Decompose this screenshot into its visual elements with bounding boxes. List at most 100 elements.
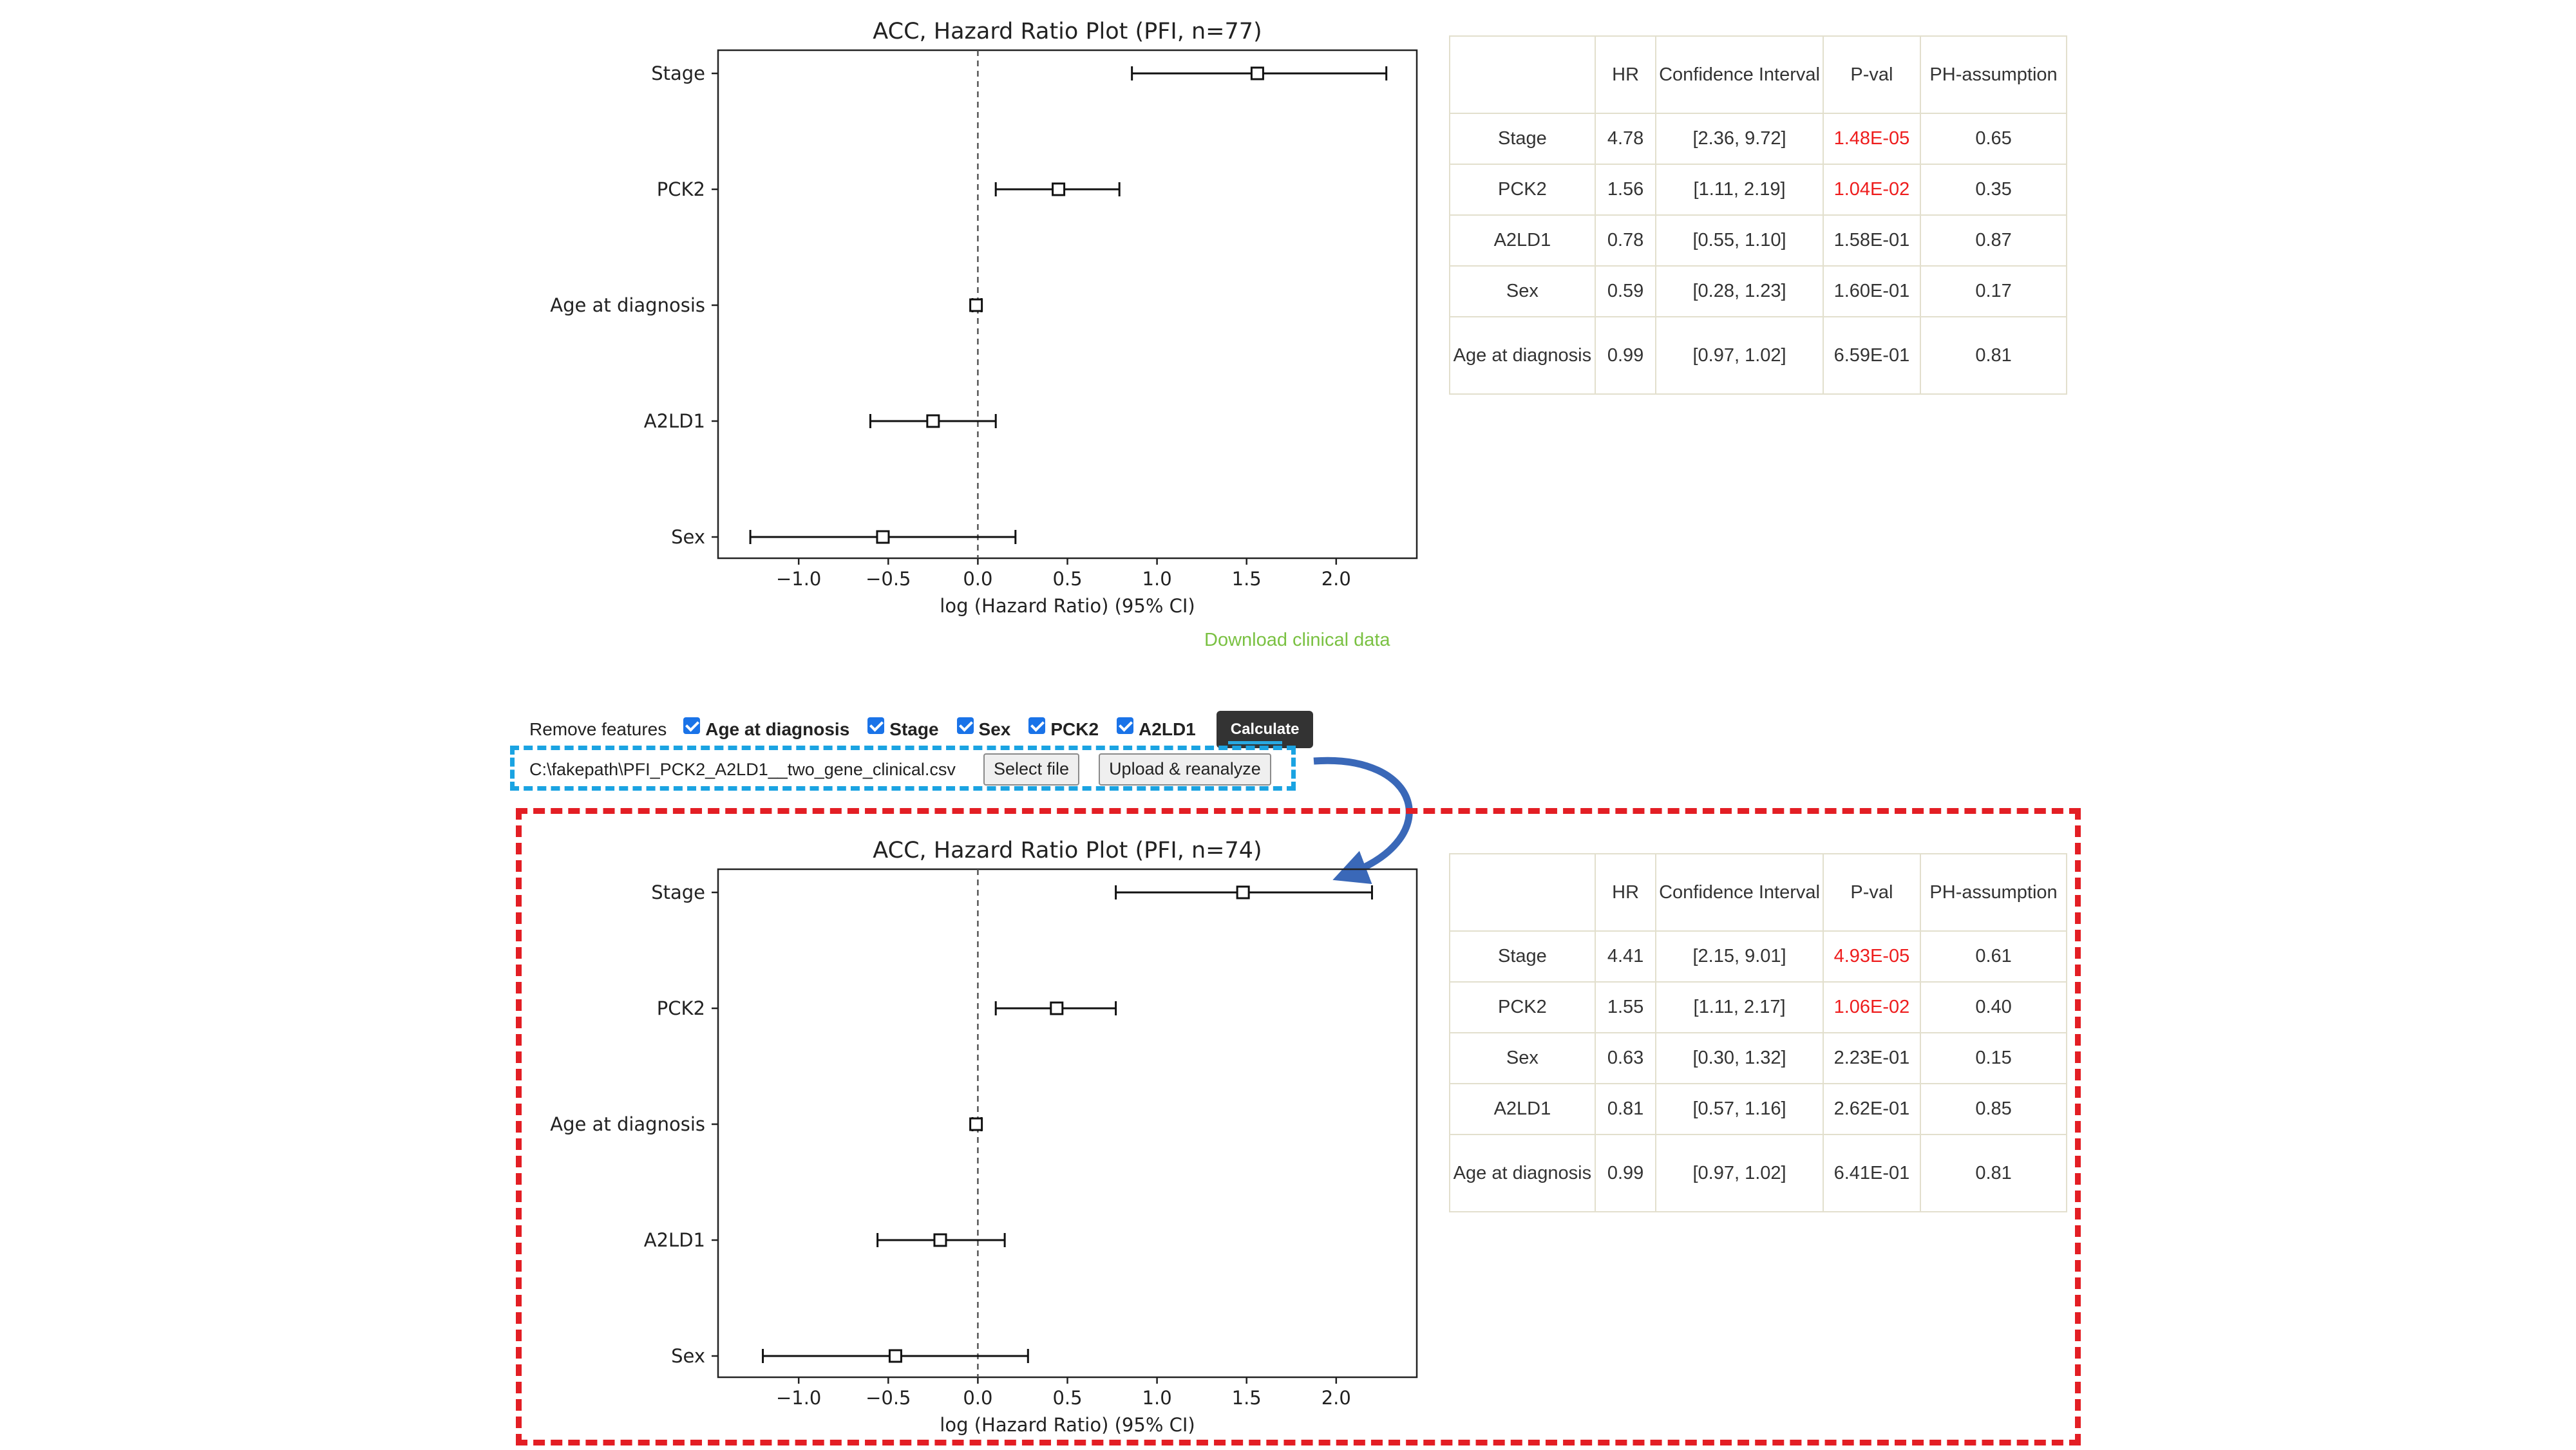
checkbox-checked-icon[interactable] xyxy=(683,717,701,734)
row-feature: Age at diagnosis xyxy=(1449,1134,1596,1212)
header-ci: Confidence Interval xyxy=(1655,35,1824,114)
point-marker xyxy=(969,1117,983,1131)
table-header-row: HR Confidence Interval P-val PH-assumpti… xyxy=(1449,35,2067,114)
feature-checkbox-age-at-diagnosis[interactable]: Age at diagnosis xyxy=(683,717,849,740)
x-tick-label: 2.0 xyxy=(1321,1387,1351,1409)
x-tick-label: −1.0 xyxy=(776,1387,821,1409)
row-ph: 0.87 xyxy=(1920,214,2067,267)
row-ph: 0.65 xyxy=(1920,113,2067,165)
header-feature xyxy=(1449,853,1596,932)
plot-title: ACC, Hazard Ratio Plot (PFI, n=77) xyxy=(873,19,1262,44)
row-hr: 0.99 xyxy=(1594,1134,1657,1212)
x-axis-title: log (Hazard Ratio) (95% CI) xyxy=(940,595,1195,617)
feature-controls: Remove features Age at diagnosis Stage S… xyxy=(529,711,1314,748)
y-tick-label: Age at diagnosis xyxy=(550,294,705,316)
row-feature: A2LD1 xyxy=(1449,214,1596,267)
row-pval: 2.62E-01 xyxy=(1822,1083,1922,1135)
feature-checkbox-pck2[interactable]: PCK2 xyxy=(1028,717,1099,740)
row-pval: 6.41E-01 xyxy=(1822,1134,1922,1212)
row-feature: Stage xyxy=(1449,930,1596,983)
table-row: Sex 0.59 [0.28, 1.23] 1.60E-01 0.17 xyxy=(1449,265,2067,317)
plot-frame xyxy=(717,868,1418,1379)
row-ci: [0.28, 1.23] xyxy=(1655,265,1824,317)
row-ci: [0.57, 1.16] xyxy=(1655,1083,1824,1135)
row-hr: 1.55 xyxy=(1594,981,1657,1033)
feature-checkbox-a2ld1[interactable]: A2LD1 xyxy=(1117,717,1196,740)
feature-checkbox-stage[interactable]: Stage xyxy=(867,717,939,740)
x-tick-label: 0.0 xyxy=(963,568,992,590)
row-ci: [0.55, 1.10] xyxy=(1655,214,1824,267)
point-marker xyxy=(926,414,940,428)
x-tick-label: 1.5 xyxy=(1232,1387,1262,1409)
point-marker xyxy=(1236,885,1250,899)
upload-row: C:\fakepath\PFI_PCK2_A2LD1__two_gene_cli… xyxy=(529,753,1271,786)
stats-table-top: HR Confidence Interval P-val PH-assumpti… xyxy=(1449,35,2067,395)
forest-plot-top: ACC, Hazard Ratio Plot (PFI, n=77) −1.0 −0… xyxy=(550,19,1418,617)
point-marker xyxy=(1052,182,1066,196)
row-ci: [0.30, 1.32] xyxy=(1655,1032,1824,1084)
header-hr: HR xyxy=(1594,35,1657,114)
header-hr: HR xyxy=(1594,853,1657,932)
row-hr: 4.41 xyxy=(1594,930,1657,983)
row-ph: 0.40 xyxy=(1920,981,2067,1033)
header-ci: Confidence Interval xyxy=(1655,853,1824,932)
table-row: PCK2 1.55 [1.11, 2.17] 1.06E-02 0.40 xyxy=(1449,981,2067,1033)
row-ci: [1.11, 2.19] xyxy=(1655,164,1824,216)
row-ph: 0.85 xyxy=(1920,1083,2067,1135)
header-pval: P-val xyxy=(1822,853,1922,932)
row-pval: 1.48E-05 xyxy=(1822,113,1922,165)
table-row: PCK2 1.56 [1.11, 2.19] 1.04E-02 0.35 xyxy=(1449,164,2067,216)
row-feature: Sex xyxy=(1449,1032,1596,1084)
table-header-row: HR Confidence Interval P-val PH-assumpti… xyxy=(1449,853,2067,932)
calculate-button[interactable]: Calculate xyxy=(1216,711,1314,748)
point-marker xyxy=(1250,66,1264,80)
x-tick-label: 2.0 xyxy=(1321,568,1351,590)
row-hr: 4.78 xyxy=(1594,113,1657,165)
point-marker xyxy=(1050,1001,1064,1015)
x-tick-label: −0.5 xyxy=(866,1387,911,1409)
row-ph: 0.81 xyxy=(1920,1134,2067,1212)
plot-frame xyxy=(717,49,1418,560)
row-feature: PCK2 xyxy=(1449,981,1596,1033)
x-tick-label: 0.5 xyxy=(1052,568,1082,590)
table-row: Sex 0.63 [0.30, 1.32] 2.23E-01 0.15 xyxy=(1449,1032,2067,1084)
row-feature: Stage xyxy=(1449,113,1596,165)
y-tick-label: A2LD1 xyxy=(644,1229,705,1251)
upload-highlight-box xyxy=(510,746,1296,791)
row-ph: 0.81 xyxy=(1920,316,2067,395)
row-hr: 0.78 xyxy=(1594,214,1657,267)
feature-label: A2LD1 xyxy=(1139,719,1196,739)
x-tick-label: −1.0 xyxy=(776,568,821,590)
feature-checkbox-sex[interactable]: Sex xyxy=(956,717,1011,740)
row-ph: 0.15 xyxy=(1920,1032,2067,1084)
point-marker xyxy=(933,1233,947,1247)
row-hr: 0.63 xyxy=(1594,1032,1657,1084)
row-pval: 2.23E-01 xyxy=(1822,1032,1922,1084)
header-pval: P-val xyxy=(1822,35,1922,114)
checkbox-checked-icon[interactable] xyxy=(867,717,885,734)
table-row: Stage 4.41 [2.15, 9.01] 4.93E-05 0.61 xyxy=(1449,930,2067,983)
x-tick-label: 0.0 xyxy=(963,1387,992,1409)
file-path-display: C:\fakepath\PFI_PCK2_A2LD1__two_gene_cli… xyxy=(529,759,956,779)
row-hr: 0.99 xyxy=(1594,316,1657,395)
checkbox-checked-icon[interactable] xyxy=(956,717,974,734)
table-row: A2LD1 0.81 [0.57, 1.16] 2.62E-01 0.85 xyxy=(1449,1083,2067,1135)
x-axis-title: log (Hazard Ratio) (95% CI) xyxy=(940,1414,1195,1436)
feature-label: Sex xyxy=(978,719,1011,739)
feature-label: PCK2 xyxy=(1050,719,1099,739)
checkbox-checked-icon[interactable] xyxy=(1117,717,1134,734)
y-tick-label: Stage xyxy=(651,62,705,84)
table-row: Age at diagnosis 0.99 [0.97, 1.02] 6.41E… xyxy=(1449,1134,2067,1212)
checkbox-checked-icon[interactable] xyxy=(1028,717,1046,734)
upload-reanalyze-button[interactable]: Upload & reanalyze xyxy=(1099,753,1271,786)
y-tick-label: PCK2 xyxy=(657,997,705,1019)
y-tick-label: Sex xyxy=(671,1345,705,1367)
row-feature: Age at diagnosis xyxy=(1449,316,1596,395)
select-file-button[interactable]: Select file xyxy=(983,753,1080,786)
table-row: Stage 4.78 [2.36, 9.72] 1.48E-05 0.65 xyxy=(1449,113,2067,165)
x-tick-label: 0.5 xyxy=(1052,1387,1082,1409)
y-tick-label: A2LD1 xyxy=(644,410,705,432)
download-clinical-data-link[interactable]: Download clinical data xyxy=(1204,630,1390,650)
y-tick-label: PCK2 xyxy=(657,178,705,200)
row-pval: 6.59E-01 xyxy=(1822,316,1922,395)
